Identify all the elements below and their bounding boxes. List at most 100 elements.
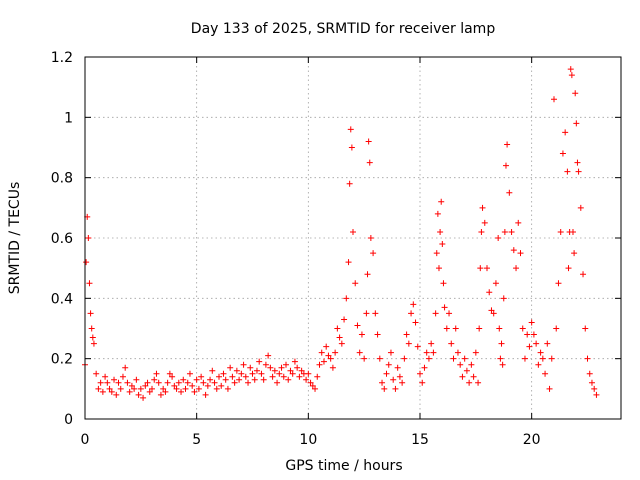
data-point	[492, 280, 499, 287]
data-point	[513, 265, 520, 272]
data-point	[182, 385, 189, 392]
y-axis-label: SRMTID / TECUs	[7, 182, 23, 295]
data-point	[537, 349, 544, 356]
data-point	[577, 204, 584, 211]
data-point	[318, 349, 325, 356]
data-point	[184, 379, 191, 386]
data-point	[414, 343, 421, 350]
data-point	[115, 379, 122, 386]
x-tick-label: 10	[299, 432, 317, 448]
data-point	[440, 280, 447, 287]
data-point	[90, 340, 97, 347]
data-point	[434, 210, 441, 217]
data-point	[430, 349, 437, 356]
data-point	[198, 373, 205, 380]
data-point	[323, 343, 330, 350]
data-point	[309, 382, 316, 389]
data-point	[497, 355, 504, 362]
x-tick-label: 20	[523, 432, 541, 448]
data-point	[568, 72, 575, 79]
data-point	[262, 361, 269, 368]
data-point	[251, 376, 258, 383]
data-point	[122, 364, 129, 371]
grid-lines	[85, 57, 621, 419]
data-point	[265, 352, 272, 359]
data-point	[372, 310, 379, 317]
data-point	[358, 331, 365, 338]
data-point	[149, 385, 155, 392]
data-point	[412, 319, 419, 326]
data-point	[544, 340, 551, 347]
data-point	[517, 250, 524, 257]
data-point	[459, 373, 466, 380]
data-point	[316, 361, 323, 368]
data-point	[435, 265, 442, 272]
data-point	[111, 376, 118, 383]
data-point	[508, 228, 515, 235]
data-point	[256, 358, 263, 365]
data-point	[220, 370, 227, 377]
y-tick-label: 0	[64, 412, 73, 428]
x-tick-label: 0	[81, 432, 90, 448]
data-point	[338, 340, 345, 347]
data-point	[385, 361, 392, 368]
data-point	[346, 180, 353, 187]
data-point	[95, 385, 102, 392]
data-point	[329, 364, 336, 371]
data-point	[240, 361, 247, 368]
data-point	[146, 388, 153, 395]
data-point	[468, 361, 475, 368]
data-point	[443, 325, 450, 332]
data-point	[364, 271, 371, 278]
data-point	[379, 379, 386, 386]
data-point	[133, 376, 140, 383]
data-point	[102, 373, 109, 380]
data-point	[383, 370, 390, 377]
data-point	[499, 361, 506, 368]
data-point	[463, 367, 470, 374]
data-point	[580, 271, 587, 278]
data-point	[180, 376, 187, 383]
data-point	[533, 340, 540, 347]
data-point	[238, 370, 245, 377]
data-point	[452, 325, 459, 332]
data-point	[433, 250, 440, 257]
data-point	[361, 355, 368, 362]
y-tick-label: 0.6	[51, 231, 73, 247]
data-point	[438, 198, 445, 205]
data-point	[343, 295, 350, 302]
data-point	[135, 391, 142, 398]
x-axis-label: GPS time / hours	[285, 458, 402, 474]
y-tick-label: 1	[64, 110, 73, 126]
data-point	[546, 385, 553, 392]
data-point	[267, 364, 274, 371]
data-point	[258, 370, 265, 377]
data-point	[119, 373, 126, 380]
data-point	[394, 364, 401, 371]
data-point	[345, 259, 352, 266]
data-point	[488, 307, 495, 314]
data-point	[307, 379, 314, 386]
data-point	[303, 376, 310, 383]
data-point	[200, 379, 207, 386]
data-point	[289, 370, 296, 377]
data-point	[515, 219, 522, 226]
data-point	[137, 385, 144, 392]
data-point	[320, 358, 327, 365]
data-point	[571, 250, 578, 257]
data-point	[269, 373, 276, 380]
data-point	[233, 367, 240, 374]
data-point	[247, 364, 254, 371]
data-point	[85, 235, 92, 241]
data-point	[124, 379, 131, 386]
data-point	[356, 349, 363, 356]
data-point	[392, 385, 399, 392]
data-point	[113, 391, 120, 398]
data-point	[501, 228, 508, 235]
data-point	[428, 340, 435, 347]
data-point	[274, 379, 281, 386]
data-point	[575, 168, 582, 175]
data-point	[209, 367, 216, 374]
data-point	[164, 379, 171, 386]
